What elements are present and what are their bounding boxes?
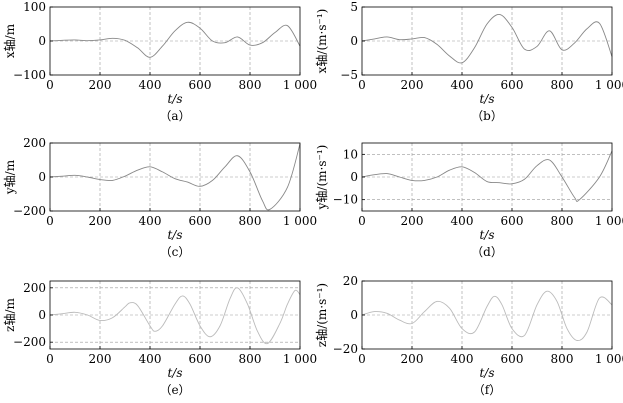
x-tick-label: 600 xyxy=(501,352,524,366)
y-tick-label: −5 xyxy=(340,68,358,82)
x-tick-label: 200 xyxy=(401,214,424,228)
y-tick-label: −200 xyxy=(13,335,46,349)
x-tick-label: 600 xyxy=(189,352,212,366)
y-tick-label: −10 xyxy=(333,193,358,207)
y-tick-label: 200 xyxy=(23,281,46,295)
series-line-c xyxy=(49,143,301,211)
x-tick-label: 0 xyxy=(46,352,54,366)
x-axis-label: t/s xyxy=(479,366,494,380)
y-tick-label: 20 xyxy=(343,274,358,288)
y-tick-label: 5 xyxy=(350,0,358,14)
y-axis-label: y轴/(m·s⁻¹) xyxy=(314,145,329,211)
x-tick-label: 800 xyxy=(551,214,574,228)
x-tick-label: 1 000 xyxy=(283,352,317,366)
x-axis-label: t/s xyxy=(479,228,494,242)
series-line-f xyxy=(361,290,613,342)
y-tick-label: 0 xyxy=(38,308,46,322)
y-tick-label: 10 xyxy=(343,147,358,161)
x-tick-label: 1 000 xyxy=(595,214,623,228)
x-tick-label: 200 xyxy=(401,78,424,92)
x-tick-label: 800 xyxy=(239,78,262,92)
panel-caption: （d） xyxy=(471,245,503,259)
x-tick-label: 0 xyxy=(46,78,54,92)
y-tick-label: −20 xyxy=(333,342,358,356)
x-tick-label: 400 xyxy=(451,214,474,228)
y-tick-label: 0 xyxy=(350,170,358,184)
y-tick-label: 200 xyxy=(23,136,46,150)
x-axis-label: t/s xyxy=(167,228,182,242)
x-tick-label: 0 xyxy=(46,214,54,228)
panel-caption: （a） xyxy=(159,109,190,123)
series-line-b xyxy=(361,14,613,64)
x-axis-label: t/s xyxy=(167,366,182,380)
x-tick-label: 600 xyxy=(501,78,524,92)
panel-caption: （f） xyxy=(473,383,501,397)
x-tick-label: 1 000 xyxy=(595,78,623,92)
x-tick-label: 200 xyxy=(89,214,112,228)
x-tick-label: 800 xyxy=(551,352,574,366)
y-tick-label: 0 xyxy=(38,170,46,184)
x-tick-label: 800 xyxy=(551,78,574,92)
y-axis-label: x轴/(m·s⁻¹) xyxy=(314,9,329,74)
y-tick-label: 0 xyxy=(38,34,46,48)
x-tick-label: 800 xyxy=(239,352,262,366)
x-tick-label: 0 xyxy=(358,352,366,366)
x-axis-label: t/s xyxy=(479,92,494,106)
panel-caption: （c） xyxy=(160,245,191,259)
y-axis-label: y轴/m xyxy=(2,159,17,195)
x-axis-label: t/s xyxy=(167,92,182,106)
x-tick-label: 200 xyxy=(89,352,112,366)
y-tick-label: −100 xyxy=(13,68,46,82)
series-line-d xyxy=(361,150,613,202)
x-tick-label: 1 000 xyxy=(595,352,623,366)
x-tick-label: 400 xyxy=(139,214,162,228)
x-tick-label: 400 xyxy=(451,352,474,366)
y-tick-label: 100 xyxy=(23,0,46,14)
x-tick-label: 400 xyxy=(139,352,162,366)
y-tick-label: −200 xyxy=(13,204,46,218)
y-tick-label: 0 xyxy=(350,34,358,48)
x-tick-label: 200 xyxy=(89,78,112,92)
y-tick-label: 0 xyxy=(350,308,358,322)
x-tick-label: 600 xyxy=(501,214,524,228)
panel-caption: （e） xyxy=(159,383,190,397)
x-tick-label: 0 xyxy=(358,78,366,92)
series-line-e xyxy=(49,287,301,345)
x-tick-label: 800 xyxy=(239,214,262,228)
x-tick-label: 0 xyxy=(358,214,366,228)
panel-caption: （b） xyxy=(471,109,503,123)
x-tick-label: 600 xyxy=(189,78,212,92)
y-axis-label: z轴/m xyxy=(2,298,17,332)
series-line-a xyxy=(49,21,301,58)
x-tick-label: 400 xyxy=(139,78,162,92)
x-tick-label: 1 000 xyxy=(283,78,317,92)
y-axis-label: z轴/(m·s⁻¹) xyxy=(314,283,329,347)
x-tick-label: 1 000 xyxy=(283,214,317,228)
x-tick-label: 200 xyxy=(401,352,424,366)
x-tick-label: 600 xyxy=(189,214,212,228)
y-axis-label: x轴/m xyxy=(2,23,17,58)
x-tick-label: 400 xyxy=(451,78,474,92)
